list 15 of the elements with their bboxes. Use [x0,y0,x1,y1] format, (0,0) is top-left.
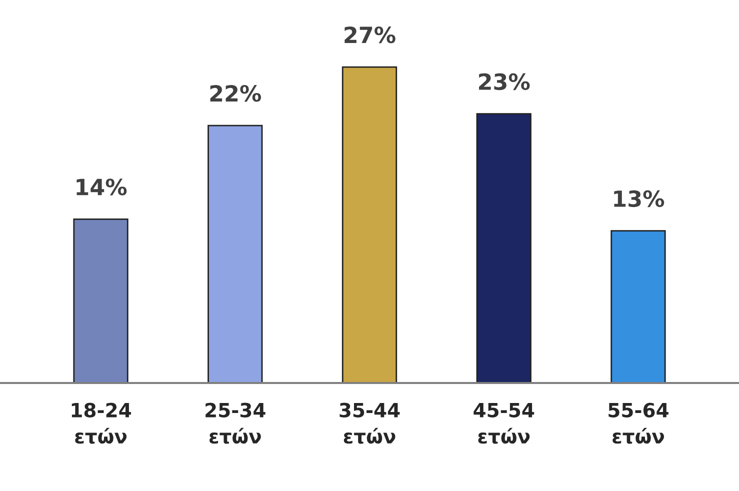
data-label: 13% [614,190,664,208]
data-label: 23% [479,73,530,90]
x-tick-label: 35-44 ετών [340,402,400,444]
x-tick-label: 25-34 ετών [206,402,266,444]
data-label: 27% [344,26,396,44]
data-label: 14% [76,178,127,196]
bar [610,230,666,383]
x-tick-label: 55-64 ετών [608,402,668,444]
data-label: 22% [210,84,262,102]
bar [476,113,532,383]
x-tick-label: 18-24 ετών [72,402,131,444]
bar [73,218,128,383]
bar [342,66,398,383]
bar [208,124,263,383]
x-tick-label: 45-54 ετών [474,403,534,444]
